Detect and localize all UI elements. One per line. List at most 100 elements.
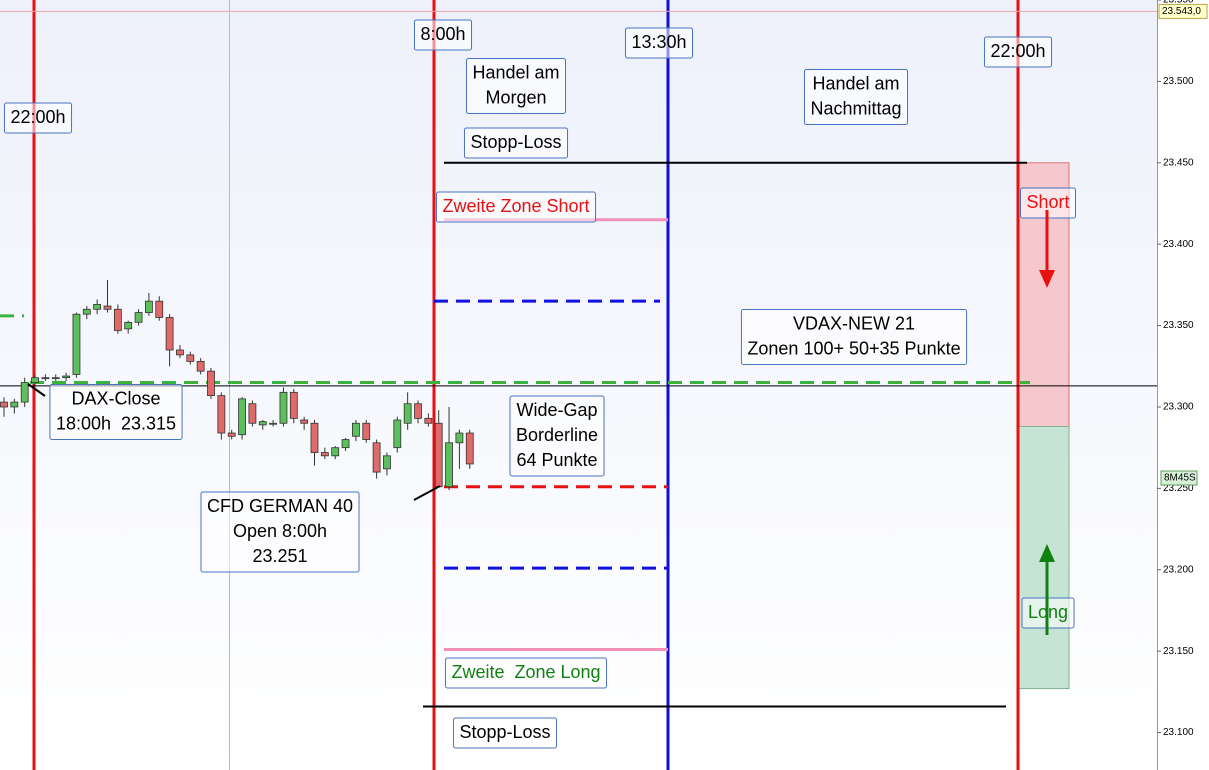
candle-body [248,403,257,424]
pointer [27,383,46,397]
annotation-text: Handel am [812,73,899,93]
candle-body [269,422,278,425]
countdown-box [1160,470,1198,486]
annotation-box [465,58,567,114]
annotation-box [624,27,694,59]
candle-body [434,422,443,488]
axis-background [1157,0,1209,770]
annotation: Handel am Morgen [465,58,567,114]
annotation-text: 64 Punkte [516,450,597,470]
annotation-text: Morgen [485,87,546,107]
candle-body [51,377,60,380]
annotation-text: Zonen 100+ 50+35 Punkte [747,338,960,358]
annotation: 8:00h [413,19,473,51]
y-tick-label: 23.200 [1163,564,1194,575]
candle-body [372,442,381,473]
long-arrow-head [1039,544,1055,562]
candle-body [227,432,236,437]
annotation-text: Zweite Zone Long [451,662,600,682]
y-tick-label: 23.500 [1163,76,1194,87]
annotation-box [983,36,1053,68]
annotation-text: Open 8:00h [233,521,327,541]
annotation-text: DAX-Close [71,388,160,408]
annotation-box [463,127,569,159]
candle-body [289,391,298,419]
candle-body [217,395,226,434]
annotation-box [740,309,968,365]
candle-body [93,304,102,310]
candle-body [445,442,453,488]
annotation: 13:30h [624,27,694,59]
candle-body [455,432,464,444]
y-tick-label: 23.550 [1163,0,1194,6]
annotation-text: 8:00h [420,24,465,44]
candle-body [310,422,319,453]
candle-body [82,308,91,315]
candle-body [144,300,153,313]
candle-body [103,305,112,310]
annotation-text: Short [1026,192,1069,212]
candle-body [383,455,391,470]
candle-body [465,432,474,465]
arrows [27,210,1055,635]
annotation-box [509,395,605,477]
y-tick-label: 23.100 [1163,727,1194,738]
annotation: 22:00h [983,36,1053,68]
annotation-text: 22:00h [10,107,65,127]
annotation-box [49,384,183,440]
candle-body [258,421,267,426]
annotation: Short [1019,187,1077,219]
candle-body [31,377,39,383]
candle-body [165,317,174,351]
candle-body [124,321,133,330]
annotation-box [3,102,73,134]
annotation-text: Stopp-Loss [470,132,561,152]
candle-body [20,382,29,403]
annotation: Zweite Zone Short [435,191,597,223]
annotation-box [435,191,597,223]
annotation-box [200,491,360,573]
candle-body [300,419,309,424]
candle-body [393,419,402,449]
candle-body [341,439,350,449]
y-tick-label: 23.250 [1163,483,1194,494]
annotation-text: Handel am [472,62,559,82]
annotation-text: Nachmittag [810,98,901,118]
candle-body [196,360,205,372]
candle-body [403,403,412,424]
annotation-text: Zweite Zone Short [442,196,589,216]
y-tick-label: 23.150 [1163,646,1194,657]
y-tick-label: 23.350 [1163,320,1194,331]
candle-body [10,401,19,408]
candle-body [414,403,422,419]
annotation-text: Wide-Gap [516,400,597,420]
annotation: VDAX-NEW 21 Zonen 100+ 50+35 Punkte [740,309,968,365]
annotation-text: 13:30h [631,32,686,52]
annotation-text: 22:00h [990,41,1045,61]
countdown: 8M45S [1164,473,1196,484]
annotation: Stopp-Loss [452,717,558,749]
candle-body [207,370,215,396]
y-tick-label: 23.300 [1163,402,1194,413]
annotation: 22:00h [3,102,73,134]
annotation-text: CFD GERMAN 40 [207,496,353,516]
short-arrow-head [1039,270,1055,288]
candle-body [331,447,340,457]
candle-body [176,349,184,356]
y-tick-label: 23.450 [1163,157,1194,168]
candle-body [155,300,164,318]
candle-body [134,312,143,323]
annotation-text: VDAX-NEW 21 [793,313,915,333]
annotation: DAX-Close 18:00h 23.315 [49,384,183,440]
annotation-box [803,69,909,125]
annotation: Zweite Zone Long [444,657,608,689]
candle-body [320,452,329,457]
candle-body [72,313,81,375]
price-label: 23.543,0 [1162,6,1201,17]
y-tick-label: 23.400 [1163,239,1194,250]
annotation: Handel am Nachmittag [803,69,909,125]
annotation-text: 23.251 [252,546,307,566]
annotation-text: Borderline [516,425,598,445]
plot-background [0,0,1157,770]
annotation: Wide-Gap Borderline 64 Punkte [509,395,605,477]
